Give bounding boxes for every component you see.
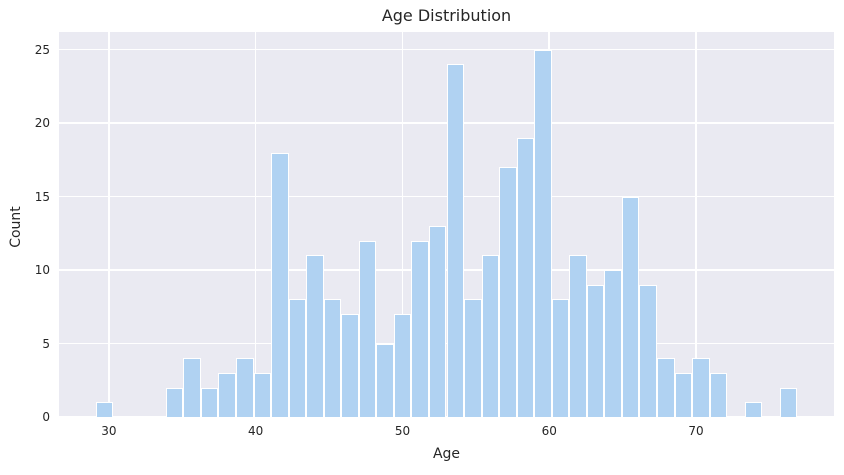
histogram-bar (288, 299, 307, 417)
histogram-bar (323, 299, 342, 417)
x-tick-label: 50 (394, 424, 411, 438)
histogram-bar (709, 372, 728, 417)
x-axis-label: Age (432, 446, 461, 462)
histogram-bar (621, 196, 640, 417)
histogram-bar (95, 402, 114, 417)
histogram-bar (236, 358, 254, 417)
gridline-vertical (254, 32, 257, 417)
histogram-bar (341, 314, 359, 417)
histogram-bar (779, 387, 798, 417)
chart-title: Age Distribution (381, 6, 512, 25)
x-tick-label: 70 (688, 424, 704, 438)
y-tick-label: 0 (42, 410, 50, 424)
gridline-vertical (695, 32, 697, 417)
x-tick-label: 30 (101, 424, 117, 438)
histogram-bar (428, 225, 447, 417)
y-tick-label: 5 (42, 336, 50, 351)
histogram-bar (499, 167, 517, 417)
histogram-bar (218, 372, 236, 417)
y-tick-label: 20 (34, 116, 50, 131)
histogram-bar (376, 343, 394, 417)
histogram-bar (306, 255, 324, 417)
histogram-bar (358, 240, 377, 417)
histogram-bar (446, 64, 465, 417)
y-tick-label: 10 (34, 263, 50, 278)
histogram-bar (183, 358, 201, 417)
histogram-bar (200, 387, 219, 417)
histogram-bar (551, 299, 570, 417)
plot-area (59, 32, 834, 418)
histogram-bar (481, 255, 500, 417)
histogram-bar (534, 49, 552, 417)
gridline-vertical (401, 32, 404, 417)
histogram-bar (464, 299, 482, 417)
histogram-bar (165, 387, 184, 417)
histogram-bar (604, 270, 622, 417)
histogram-bar (586, 284, 605, 417)
histogram-bar (393, 314, 412, 417)
y-tick-label: 25 (34, 42, 50, 57)
histogram-bar (271, 152, 289, 417)
y-axis-label-text: Count (8, 206, 24, 248)
histogram-bar (516, 137, 535, 417)
gridline-vertical (108, 32, 110, 417)
histogram-bar (656, 358, 675, 417)
histogram-bar (253, 372, 272, 417)
x-tick-label: 60 (541, 424, 557, 438)
histogram-bar (411, 240, 429, 417)
y-tick-label: 15 (34, 189, 50, 204)
histogram-bar (569, 255, 587, 417)
histogram-bar (674, 372, 693, 417)
histogram-bar (692, 358, 710, 417)
gridline-horizontal (59, 48, 834, 51)
histogram-bar (639, 284, 657, 417)
gridline-horizontal (59, 416, 834, 418)
x-tick-label: 40 (248, 424, 264, 438)
histogram-bar (744, 402, 763, 417)
